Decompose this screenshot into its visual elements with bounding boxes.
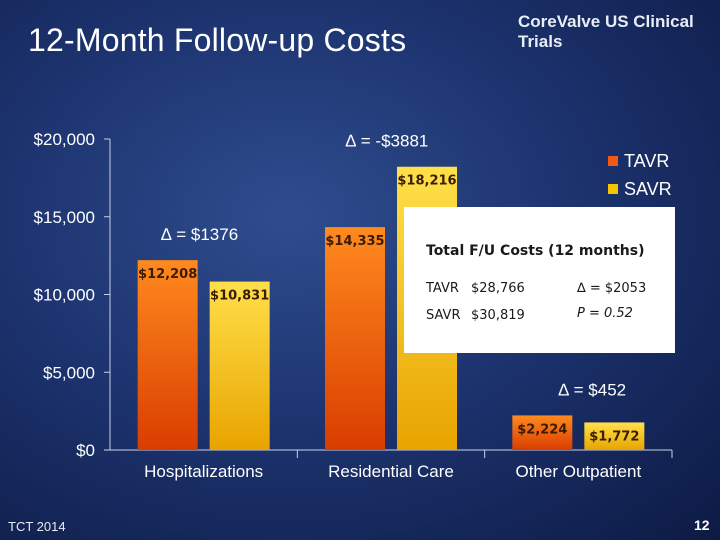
slide-title: 12-Month Follow-up Costs bbox=[28, 22, 407, 58]
x-category-label: Residential Care bbox=[328, 462, 454, 481]
y-tick-label: $15,000 bbox=[34, 208, 95, 227]
page-number: 12 bbox=[694, 517, 710, 533]
total-costs-title: Total F/U Costs (12 months) bbox=[426, 243, 645, 259]
savr-bar-label: $1,772 bbox=[589, 429, 639, 444]
savr-total-label: SAVR bbox=[426, 308, 461, 323]
delta-label: ∆ = $1376 bbox=[161, 225, 238, 244]
tavr-total-label: TAVR bbox=[426, 281, 459, 296]
savr-bar-label: $10,831 bbox=[210, 289, 269, 304]
total-delta: ∆ = $2053 bbox=[577, 281, 647, 296]
delta-label: ∆ = -$3881 bbox=[346, 132, 429, 151]
y-tick-label: $0 bbox=[76, 441, 95, 460]
footer-text: TCT 2014 bbox=[8, 519, 66, 534]
legend-label-tavr: TAVR bbox=[624, 151, 669, 171]
tavr-total-value: $28,766 bbox=[471, 281, 525, 296]
tavr-bar bbox=[137, 260, 198, 450]
delta-label: ∆ = $452 bbox=[559, 380, 627, 399]
tavr-bar bbox=[512, 415, 573, 450]
legend-swatch-tavr bbox=[608, 156, 618, 166]
y-tick-label: $20,000 bbox=[34, 130, 95, 149]
x-category-label: Hospitalizations bbox=[144, 462, 263, 481]
x-category-label: Other Outpatient bbox=[515, 462, 641, 481]
tavr-bar-label: $2,224 bbox=[517, 422, 567, 437]
tavr-bar bbox=[325, 227, 385, 450]
tavr-bar-label: $12,208 bbox=[138, 267, 197, 282]
y-tick-label: $10,000 bbox=[34, 286, 95, 305]
brand-logo-text: CoreValve US Clinical Trials bbox=[518, 12, 694, 51]
y-tick-label: $5,000 bbox=[43, 363, 95, 382]
p-value: P = 0.52 bbox=[577, 306, 633, 321]
savr-total-value: $30,819 bbox=[471, 308, 525, 323]
savr-bar bbox=[584, 422, 645, 450]
savr-bar bbox=[209, 281, 270, 450]
total-costs-box: Total F/U Costs (12 months) TAVR $28,766… bbox=[404, 207, 675, 353]
legend-swatch-savr bbox=[608, 184, 618, 194]
legend-label-savr: SAVR bbox=[624, 179, 672, 199]
tavr-bar-label: $14,335 bbox=[325, 234, 384, 249]
savr-bar-label: $18,216 bbox=[397, 174, 456, 189]
